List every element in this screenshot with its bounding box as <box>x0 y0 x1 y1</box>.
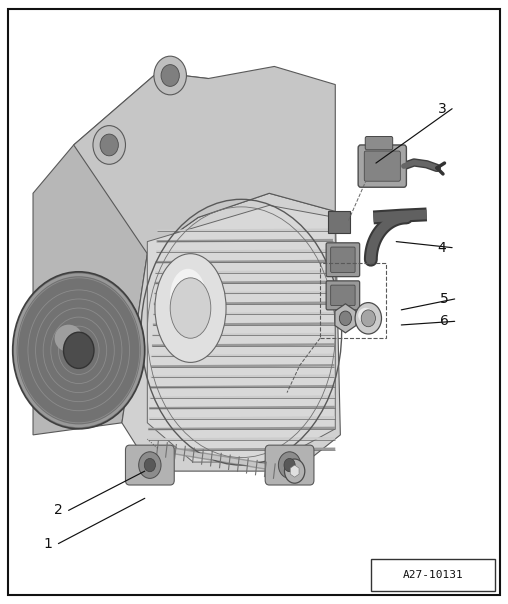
FancyBboxPatch shape <box>326 243 360 277</box>
Circle shape <box>284 459 305 483</box>
Text: 1: 1 <box>44 536 53 551</box>
Ellipse shape <box>155 254 226 362</box>
FancyBboxPatch shape <box>364 151 400 181</box>
Ellipse shape <box>170 269 206 323</box>
FancyBboxPatch shape <box>331 247 355 272</box>
Bar <box>320 263 386 338</box>
Text: 4: 4 <box>437 240 447 255</box>
Circle shape <box>339 311 352 326</box>
Text: 3: 3 <box>437 101 447 116</box>
FancyBboxPatch shape <box>365 137 393 150</box>
Polygon shape <box>335 304 356 333</box>
Circle shape <box>355 303 382 334</box>
Circle shape <box>284 458 295 472</box>
FancyBboxPatch shape <box>358 145 406 187</box>
Circle shape <box>100 134 118 156</box>
Polygon shape <box>122 193 340 471</box>
Circle shape <box>13 272 145 429</box>
FancyBboxPatch shape <box>328 211 350 233</box>
Bar <box>371 559 495 591</box>
FancyBboxPatch shape <box>326 281 360 310</box>
Ellipse shape <box>170 278 211 338</box>
Ellipse shape <box>358 308 373 323</box>
Circle shape <box>361 310 375 327</box>
Polygon shape <box>290 465 299 477</box>
Circle shape <box>93 126 125 164</box>
Circle shape <box>278 452 301 478</box>
Text: 5: 5 <box>440 292 449 306</box>
FancyBboxPatch shape <box>125 445 174 485</box>
Polygon shape <box>74 66 335 254</box>
Text: 2: 2 <box>54 503 63 518</box>
Text: A27-10131: A27-10131 <box>402 570 463 580</box>
Polygon shape <box>33 72 208 435</box>
FancyBboxPatch shape <box>331 285 355 306</box>
Circle shape <box>154 56 186 95</box>
Circle shape <box>139 452 161 478</box>
Ellipse shape <box>55 325 83 352</box>
Circle shape <box>144 458 155 472</box>
Circle shape <box>161 65 179 86</box>
FancyBboxPatch shape <box>265 445 314 485</box>
Circle shape <box>64 332 94 368</box>
Polygon shape <box>147 205 335 462</box>
Text: 6: 6 <box>440 314 449 329</box>
